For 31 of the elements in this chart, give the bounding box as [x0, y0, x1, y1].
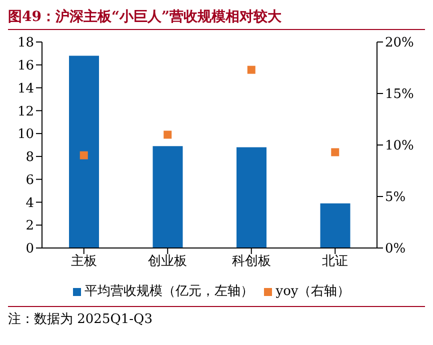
bar: [236, 147, 266, 248]
y-tick-label: 18: [17, 36, 34, 51]
y2-tick-label: 0%: [385, 242, 406, 257]
bar: [69, 56, 99, 248]
point: [80, 151, 88, 160]
y-tick-label: 16: [17, 58, 34, 74]
x-tick-label: 北证: [322, 254, 348, 270]
point: [331, 148, 340, 156]
chart-title: 图49：沪深主板“小巨人”营收规模相对较大: [8, 8, 425, 30]
bar: [152, 146, 183, 248]
y-tick-label: 10: [17, 127, 34, 142]
y2-tick-label: 20%: [385, 36, 414, 51]
y-tick-label: 8: [26, 150, 34, 166]
x-tick-label: 主板: [70, 253, 97, 270]
y-tick-label: 14: [17, 81, 34, 96]
y-tick-label: 6: [26, 172, 34, 188]
text: 注：数据为 2025Q1-Q3: [8, 312, 152, 327]
y-tick-label: 12: [17, 104, 34, 120]
bar: [320, 203, 350, 248]
y2-tick-label: 15%: [385, 87, 414, 102]
y2-tick-label: 10%: [385, 138, 414, 154]
y-tick-label: 2: [26, 218, 34, 234]
x-tick-label: 创业板: [148, 254, 188, 270]
point: [164, 130, 172, 139]
x-tick-label: 科创板: [232, 254, 271, 270]
legend-label: 平均营收规模（亿元，左轴）: [84, 284, 254, 299]
y-tick-label: 4: [26, 196, 34, 211]
point: [247, 66, 256, 74]
y-tick-label: 0: [26, 242, 34, 257]
legend-label: yoy（右轴）: [276, 284, 350, 299]
y2-tick-label: 5%: [385, 190, 406, 206]
